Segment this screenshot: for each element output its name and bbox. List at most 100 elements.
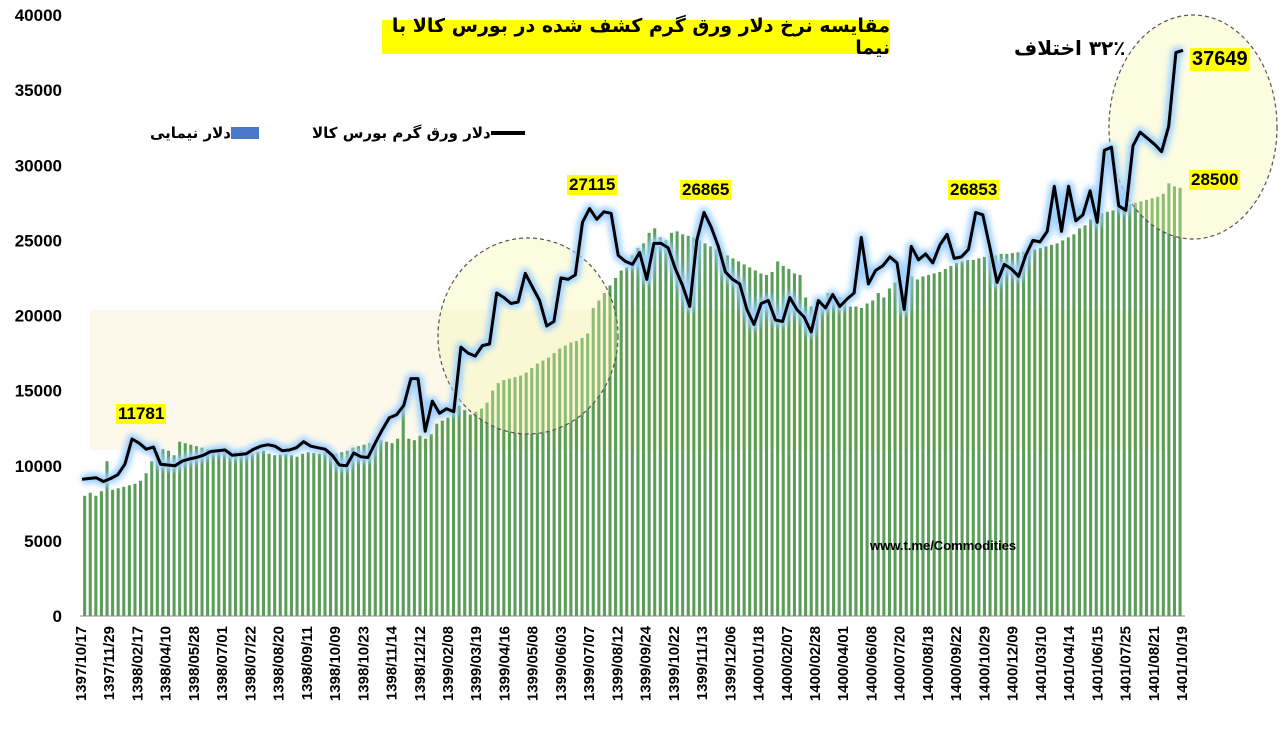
nima-bar bbox=[798, 274, 802, 616]
x-tick-label: 1401/07/25 bbox=[1118, 626, 1135, 701]
nima-bar bbox=[127, 485, 131, 616]
nima-bar bbox=[379, 440, 383, 616]
nima-bar bbox=[530, 368, 534, 616]
nima-bar bbox=[273, 455, 277, 616]
nima-bar bbox=[250, 453, 254, 616]
nima-bar bbox=[206, 449, 210, 616]
nima-bar bbox=[306, 452, 310, 616]
x-tick-label: 1400/12/09 bbox=[1005, 626, 1022, 701]
nima-bar bbox=[329, 455, 333, 616]
nima-bar bbox=[133, 483, 137, 616]
nima-bar bbox=[396, 438, 400, 616]
nima-bar bbox=[446, 417, 450, 616]
nima-bar bbox=[999, 253, 1003, 616]
nima-bar bbox=[1027, 250, 1031, 616]
nima-bar bbox=[664, 240, 668, 616]
x-tick-label: 1400/06/08 bbox=[863, 626, 880, 701]
nima-bar bbox=[401, 407, 405, 616]
y-tick-label: 25000 bbox=[15, 231, 62, 250]
nima-bar bbox=[384, 441, 388, 616]
nima-bar bbox=[116, 488, 120, 616]
nima-bar bbox=[787, 268, 791, 616]
y-tick-label: 20000 bbox=[15, 307, 62, 326]
x-tick-label: 1400/07/20 bbox=[892, 626, 909, 701]
x-tick-label: 1398/12/12 bbox=[412, 626, 429, 701]
nima-bar bbox=[927, 274, 931, 616]
nima-bar bbox=[820, 303, 824, 616]
nima-bar bbox=[703, 243, 707, 616]
nima-bar bbox=[546, 357, 551, 616]
y-tick-label: 0 bbox=[53, 607, 62, 626]
nima-bar bbox=[1111, 210, 1115, 616]
nima-bar bbox=[943, 268, 947, 616]
nima-bar bbox=[479, 408, 483, 616]
nima-bar bbox=[535, 363, 539, 616]
data-label-37649: 37649 bbox=[1190, 48, 1250, 71]
nima-bar bbox=[558, 348, 562, 616]
legend-item-bourse: دلار ورق گرم بورس کالا bbox=[312, 124, 533, 142]
nima-bar bbox=[904, 274, 908, 616]
nima-bar bbox=[753, 270, 757, 616]
nima-bar bbox=[1144, 199, 1149, 616]
nima-bar bbox=[988, 255, 992, 616]
legend-label-bourse: دلار ورق گرم بورس کالا bbox=[312, 124, 491, 142]
nima-bar bbox=[832, 294, 836, 616]
nima-bar bbox=[781, 265, 785, 616]
x-tick-label: 1401/06/15 bbox=[1089, 626, 1106, 701]
nima-bar bbox=[457, 405, 461, 616]
nima-bar bbox=[194, 446, 198, 616]
nima-bar bbox=[491, 390, 495, 616]
nima-bar bbox=[792, 273, 796, 616]
nima-bar bbox=[910, 276, 914, 616]
nima-bar bbox=[731, 258, 735, 616]
nima-bar bbox=[222, 452, 226, 616]
nima-bar bbox=[737, 261, 741, 616]
nima-bar bbox=[1156, 196, 1160, 617]
nima-bar bbox=[200, 447, 204, 616]
nima-bar bbox=[608, 285, 612, 616]
nima-bar bbox=[591, 307, 595, 616]
nima-bar bbox=[356, 446, 361, 616]
x-tick-label: 1399/12/06 bbox=[722, 626, 739, 701]
nima-bar bbox=[468, 414, 472, 616]
nima-bar bbox=[155, 452, 159, 616]
nima-bar bbox=[1128, 204, 1132, 616]
nima-bar bbox=[848, 306, 852, 616]
nima-bar bbox=[312, 452, 316, 616]
nima-bar bbox=[843, 300, 847, 616]
nima-bar bbox=[742, 264, 746, 616]
nima-bar bbox=[435, 423, 439, 616]
legend-swatch-bourse bbox=[490, 131, 525, 135]
nima-bar bbox=[1049, 244, 1054, 616]
nima-bar bbox=[139, 480, 143, 616]
nima-bar bbox=[669, 232, 674, 617]
x-tick-label: 1400/02/28 bbox=[807, 626, 824, 701]
nima-bar bbox=[407, 438, 411, 616]
nima-bar bbox=[122, 486, 126, 616]
x-tick-label: 1397/11/29 bbox=[101, 626, 118, 700]
nima-bar bbox=[569, 342, 573, 616]
nima-bar bbox=[653, 228, 657, 617]
nima-bar bbox=[597, 300, 601, 616]
y-tick-label: 30000 bbox=[15, 156, 62, 175]
nima-bar bbox=[390, 443, 394, 616]
nima-bar bbox=[932, 273, 936, 616]
x-tick-label: 1399/02/08 bbox=[440, 626, 457, 701]
x-tick-label: 1399/06/03 bbox=[553, 626, 570, 701]
nima-bar bbox=[340, 452, 344, 616]
x-tick-label: 1399/03/19 bbox=[468, 626, 485, 701]
nima-bar bbox=[658, 237, 662, 616]
x-tick-label: 1399/05/08 bbox=[525, 626, 542, 701]
nima-bar bbox=[552, 353, 556, 616]
nima-bar bbox=[854, 306, 858, 616]
nima-bar bbox=[893, 282, 897, 616]
nima-bar bbox=[614, 277, 618, 616]
nima-bar bbox=[804, 297, 808, 616]
nima-bar bbox=[977, 258, 981, 616]
nima-bar bbox=[245, 452, 249, 616]
nima-bar bbox=[362, 444, 366, 616]
nima-bar bbox=[899, 277, 903, 616]
nima-bar bbox=[563, 345, 567, 616]
nima-bar bbox=[239, 450, 243, 616]
nima-bar bbox=[1150, 198, 1154, 616]
